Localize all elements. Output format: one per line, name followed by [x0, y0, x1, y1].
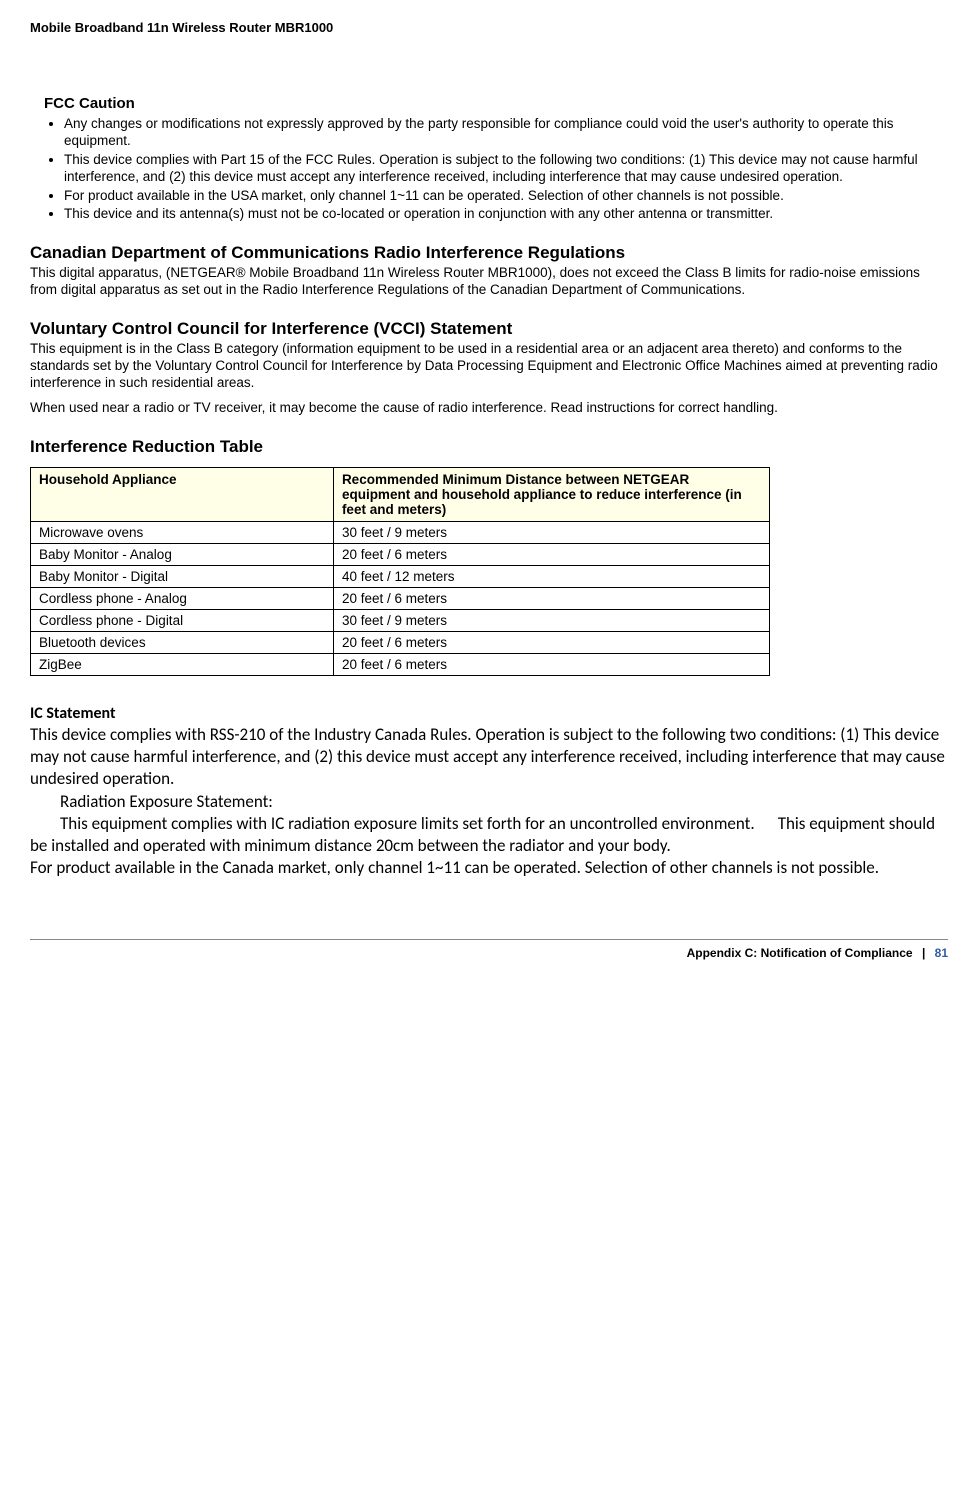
table-cell: Bluetooth devices	[31, 631, 334, 653]
ic-paragraph-2: This equipment complies with IC radiatio…	[30, 813, 948, 857]
ic-statement-block: IC Statement This device complies with R…	[30, 704, 948, 879]
list-item: This device complies with Part 15 of the…	[64, 152, 948, 186]
vcci-heading: Voluntary Control Council for Interferen…	[30, 319, 948, 339]
list-item: This device and its antenna(s) must not …	[64, 206, 948, 223]
canadian-heading: Canadian Department of Communications Ra…	[30, 243, 948, 263]
ic-paragraph-3: For product available in the Canada mark…	[30, 857, 948, 879]
fcc-caution-heading: FCC Caution	[44, 95, 948, 112]
table-cell: 30 feet / 9 meters	[333, 521, 769, 543]
table-cell: 20 feet / 6 meters	[333, 543, 769, 565]
ic-heading: IC Statement	[30, 704, 948, 725]
table-cell: 20 feet / 6 meters	[333, 653, 769, 675]
table-row: Bluetooth devices 20 feet / 6 meters	[31, 631, 770, 653]
fcc-caution-list: Any changes or modifications not express…	[44, 116, 948, 223]
table-cell: 20 feet / 6 meters	[333, 631, 769, 653]
table-row: Microwave ovens 30 feet / 9 meters	[31, 521, 770, 543]
table-cell: ZigBee	[31, 653, 334, 675]
interference-heading: Interference Reduction Table	[30, 437, 948, 457]
footer-appendix: Appendix C: Notification of Compliance	[687, 946, 913, 960]
table-cell: Cordless phone - Digital	[31, 609, 334, 631]
table-row: Baby Monitor - Analog 20 feet / 6 meters	[31, 543, 770, 565]
table-row: Baby Monitor - Digital 40 feet / 12 mete…	[31, 565, 770, 587]
footer-separator: |	[922, 946, 925, 960]
table-header-distance: Recommended Minimum Distance between NET…	[333, 467, 769, 521]
table-header-appliance: Household Appliance	[31, 467, 334, 521]
interference-table: Household Appliance Recommended Minimum …	[30, 467, 770, 676]
table-cell: Baby Monitor - Analog	[31, 543, 334, 565]
list-item: Any changes or modifications not express…	[64, 116, 948, 150]
list-item: For product available in the USA market,…	[64, 188, 948, 205]
table-row: Cordless phone - Analog 20 feet / 6 mete…	[31, 587, 770, 609]
table-row: Cordless phone - Digital 30 feet / 9 met…	[31, 609, 770, 631]
table-cell: Cordless phone - Analog	[31, 587, 334, 609]
table-cell: 40 feet / 12 meters	[333, 565, 769, 587]
ic-paragraph-1: This device complies with RSS-210 of the…	[30, 724, 948, 790]
table-cell: Baby Monitor - Digital	[31, 565, 334, 587]
table-cell: Microwave ovens	[31, 521, 334, 543]
footer-page-number: 81	[935, 946, 948, 960]
page-footer: Appendix C: Notification of Compliance |…	[30, 939, 948, 960]
vcci-paragraph-1: This equipment is in the Class B categor…	[30, 341, 948, 392]
table-cell: 20 feet / 6 meters	[333, 587, 769, 609]
table-cell: 30 feet / 9 meters	[333, 609, 769, 631]
table-row: ZigBee 20 feet / 6 meters	[31, 653, 770, 675]
vcci-paragraph-2: When used near a radio or TV receiver, i…	[30, 400, 948, 417]
canadian-text: This digital apparatus, (NETGEAR® Mobile…	[30, 265, 948, 299]
document-header: Mobile Broadband 11n Wireless Router MBR…	[30, 20, 948, 35]
ic-sub-heading: Radiation Exposure Statement:	[30, 791, 948, 813]
